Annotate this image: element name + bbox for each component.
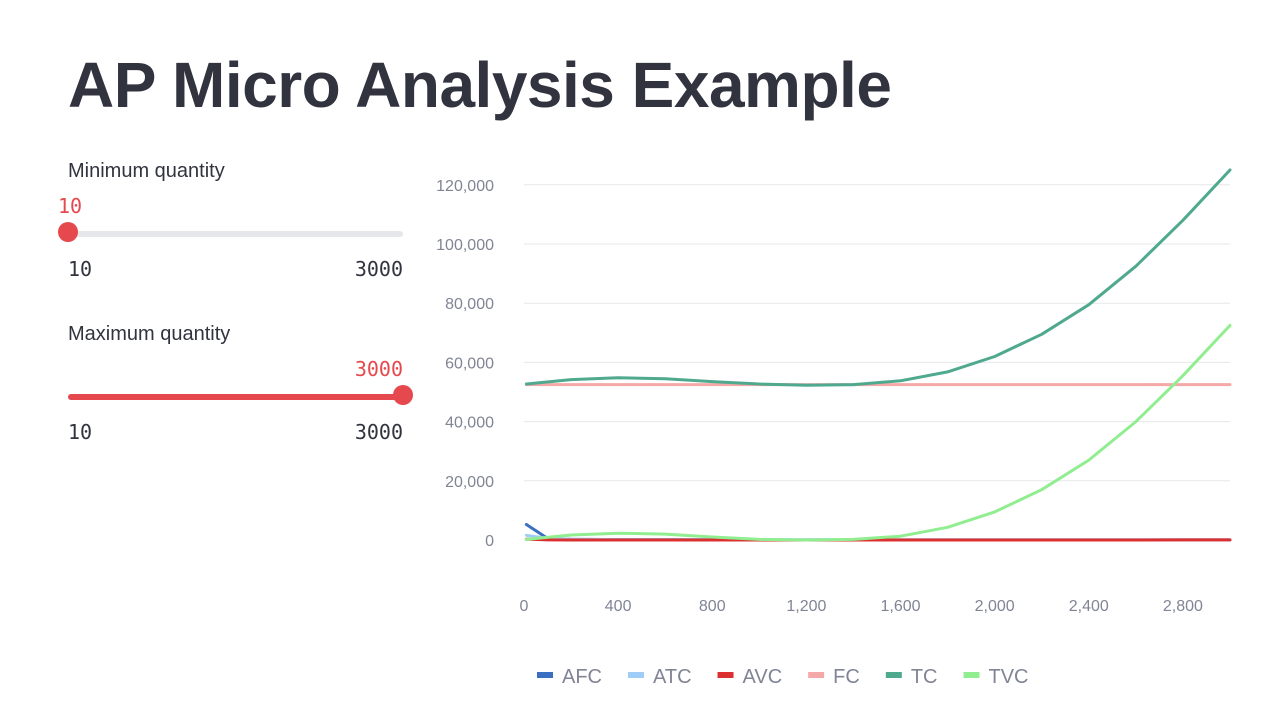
slider-label: Minimum quantity [68,160,225,182]
x-tick-label: 1,600 [881,598,921,615]
slider-max-label: 3000 [354,420,403,444]
x-tick-label: 2,000 [975,598,1015,615]
x-tick-label: 1,200 [786,598,826,615]
cost-curves-chart: 0 20,000 40,000 60,000 80,000 100,000 120,000 0… [436,168,1232,688]
y-tick-label: 60,000 [445,355,494,372]
legend-swatch-afc [537,672,553,678]
legend-swatch-avc [717,672,734,678]
legend-label-fc: FC [833,666,860,688]
series-line-avc [524,537,1232,542]
maximum-quantity-slider[interactable]: Maximum quantity 3000 10 3000 [68,323,413,473]
legend-label-avc: AVC [743,666,783,688]
series-line-tc [524,168,1232,387]
slider-track[interactable] [68,231,403,237]
page-title: AP Micro Analysis Example [68,49,892,121]
y-tick-label: 0 [485,533,494,550]
legend-swatch-fc [808,672,825,678]
slider-max-label: 3000 [354,257,403,281]
y-tick-label: 120,000 [436,178,494,195]
slider-min-label: 10 [68,257,93,281]
slider-fill [68,394,403,400]
slider-current-value: 10 [58,194,83,218]
y-tick-label: 40,000 [445,415,494,432]
y-tick-label: 100,000 [436,237,494,254]
x-tick-label: 2,400 [1069,598,1109,615]
legend-swatch-tc [885,672,902,678]
slider-thumb[interactable] [393,385,413,405]
minimum-quantity-slider[interactable]: Minimum quantity 10 10 3000 [58,160,403,310]
series-line-tvc [524,323,1232,542]
x-tick-label: 0 [520,598,529,615]
x-tick-label: 2,800 [1163,598,1203,615]
slider-thumb[interactable] [58,222,78,242]
slider-min-label: 10 [68,420,93,444]
legend-label-afc: AFC [562,666,602,688]
y-tick-label: 80,000 [445,296,494,313]
y-tick-label: 20,000 [445,474,494,491]
slider-current-value: 3000 [354,357,403,381]
x-tick-label: 400 [605,598,632,615]
slider-track[interactable] [68,394,403,400]
slider-label: Maximum quantity [68,323,231,345]
legend-swatch-atc [628,672,644,678]
x-tick-label: 800 [699,598,726,615]
legend-swatch-tvc [963,672,980,678]
legend-label-tvc: TVC [989,666,1029,688]
legend-label-tc: TC [911,666,938,688]
legend-label-atc: ATC [653,666,692,688]
